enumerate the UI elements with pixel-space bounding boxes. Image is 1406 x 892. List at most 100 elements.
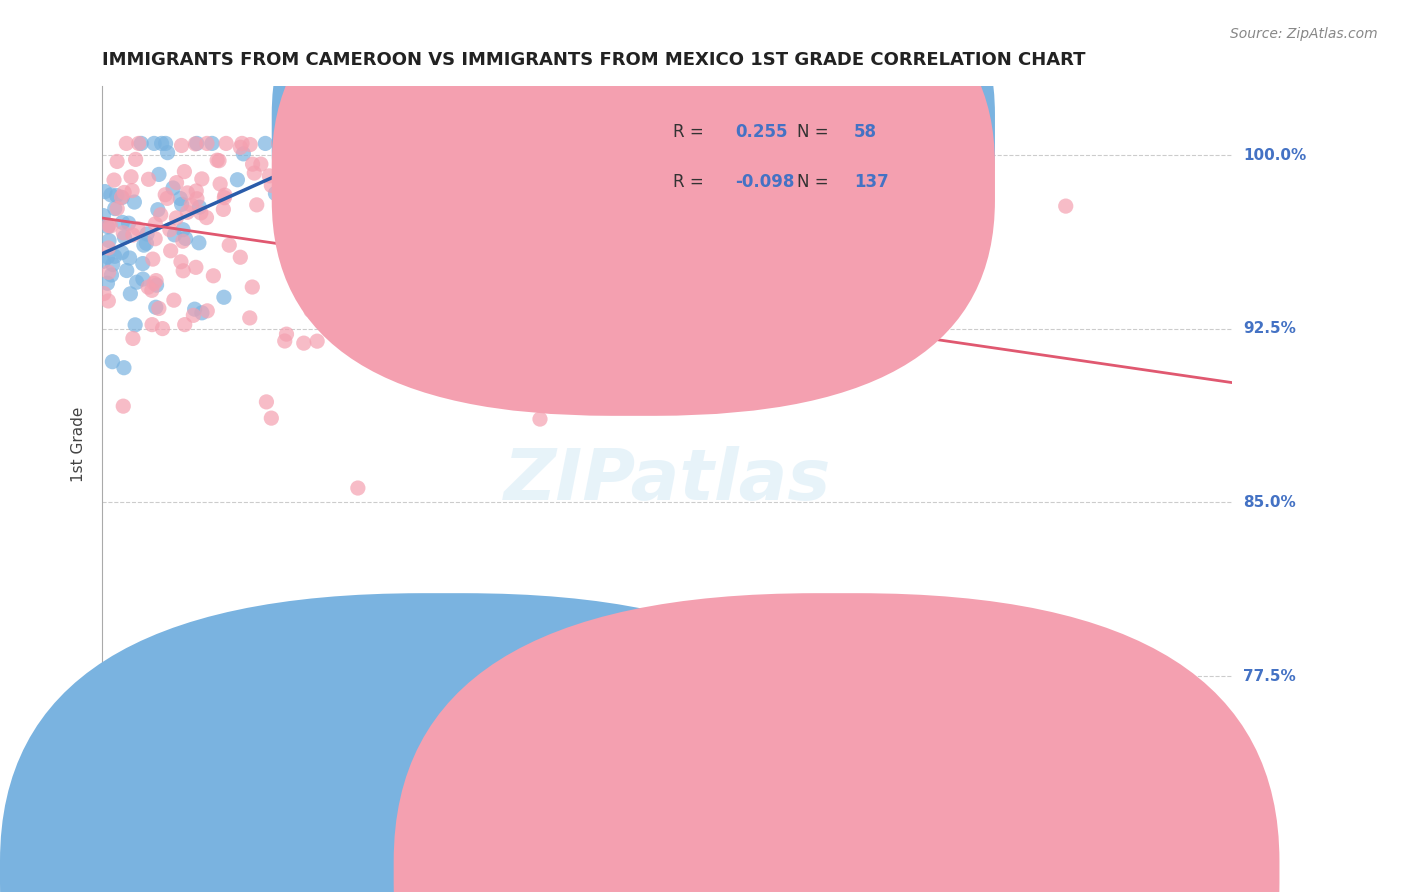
Text: 85.0%: 85.0% [1243, 495, 1296, 510]
Immigrants from Mexico [156, 191, 179, 205]
Immigrants from Cameroon [146, 202, 169, 217]
Immigrants from Mexico [270, 136, 292, 151]
Immigrants from Mexico [202, 268, 225, 283]
Immigrants from Cameroon [186, 136, 208, 151]
Immigrants from Mexico [97, 293, 120, 308]
Immigrants from Mexico [195, 303, 218, 318]
Immigrants from Mexico [183, 309, 205, 323]
Text: 77.5%: 77.5% [1243, 669, 1296, 683]
Immigrants from Mexico [353, 272, 375, 286]
Immigrants from Mexico [344, 311, 367, 326]
Immigrants from Mexico [159, 244, 181, 258]
Immigrants from Cameroon [212, 290, 235, 304]
Immigrants from Cameroon [105, 188, 128, 202]
Text: Immigrants from Cameroon: Immigrants from Cameroon [478, 865, 690, 880]
Immigrants from Mexico [240, 280, 263, 294]
Immigrants from Cameroon [163, 227, 186, 242]
Immigrants from Mexico [215, 136, 238, 151]
Immigrants from Cameroon [117, 216, 139, 230]
Immigrants from Cameroon [115, 263, 138, 277]
Immigrants from Mexico [231, 136, 253, 151]
Text: 92.5%: 92.5% [1243, 321, 1296, 336]
Immigrants from Mexico [229, 250, 252, 264]
Immigrants from Mexico [239, 310, 262, 325]
Immigrants from Mexico [299, 303, 322, 318]
Immigrants from Mexico [291, 248, 314, 262]
Immigrants from Mexico [191, 172, 214, 186]
Immigrants from Mexico [292, 336, 315, 351]
Immigrants from Mexico [267, 136, 290, 151]
Immigrants from Mexico [97, 241, 120, 255]
Immigrants from Mexico [172, 234, 194, 248]
Immigrants from Mexico [190, 206, 212, 220]
Immigrants from Mexico [143, 277, 166, 291]
Immigrants from Cameroon [150, 136, 173, 151]
Immigrants from Cameroon [145, 300, 167, 314]
Immigrants from Cameroon [97, 250, 120, 264]
Immigrants from Mexico [401, 204, 423, 219]
Immigrants from Cameroon [136, 227, 159, 241]
Immigrants from Mexico [510, 298, 533, 312]
Immigrants from Cameroon [191, 306, 214, 320]
Immigrants from Mexico [136, 280, 159, 294]
Immigrants from Mexico [143, 217, 166, 231]
Immigrants from Cameroon [264, 186, 287, 201]
Immigrants from Mexico [370, 221, 392, 235]
Immigrants from Mexico [208, 153, 231, 168]
Immigrants from Cameroon [339, 136, 361, 151]
Immigrants from Cameroon [98, 234, 121, 248]
Text: 100.0%: 100.0% [1243, 147, 1306, 162]
Immigrants from Cameroon [125, 275, 148, 289]
Immigrants from Mexico [243, 166, 266, 180]
Immigrants from Mexico [212, 202, 235, 217]
Immigrants from Mexico [326, 227, 349, 241]
Immigrants from Mexico [508, 136, 530, 151]
Immigrants from Mexico [152, 321, 174, 335]
Immigrants from Mexico [172, 264, 194, 278]
Immigrants from Mexico [657, 657, 679, 672]
Immigrants from Mexico [347, 481, 370, 495]
Immigrants from Mexico [297, 291, 319, 305]
Immigrants from Cameroon [120, 286, 142, 301]
Immigrants from Mexico [679, 723, 702, 737]
Immigrants from Mexico [142, 252, 165, 266]
Immigrants from Cameroon [188, 200, 211, 214]
Immigrants from Mexico [276, 327, 298, 342]
Immigrants from Cameroon [100, 187, 122, 202]
Immigrants from Mexico [173, 318, 195, 332]
Immigrants from Cameroon [97, 219, 120, 234]
Immigrants from Mexico [93, 286, 115, 301]
Immigrants from Mexico [105, 202, 128, 216]
Immigrants from Cameroon [145, 278, 167, 293]
Immigrants from Mexico [120, 169, 142, 184]
Immigrants from Mexico [100, 219, 122, 233]
Immigrants from Cameroon [174, 231, 197, 245]
Immigrants from Mexico [250, 157, 273, 171]
Immigrants from Mexico [583, 273, 606, 287]
Text: Source: ZipAtlas.com: Source: ZipAtlas.com [1230, 27, 1378, 41]
Text: Immigrants from Mexico: Immigrants from Mexico [872, 865, 1059, 880]
Immigrants from Mexico [176, 205, 198, 219]
Immigrants from Cameroon [104, 249, 127, 263]
Immigrants from Cameroon [132, 238, 155, 252]
Immigrants from Mexico [180, 198, 202, 212]
Text: ZIPatlas: ZIPatlas [503, 446, 831, 515]
Immigrants from Mexico [141, 283, 163, 297]
Immigrants from Mexico [422, 220, 444, 235]
Immigrants from Mexico [110, 190, 132, 204]
Immigrants from Mexico [195, 211, 218, 225]
Immigrants from Mexico [163, 293, 186, 308]
Immigrants from Cameroon [118, 251, 141, 265]
Immigrants from Mexico [311, 240, 333, 254]
Text: N =: N = [797, 173, 834, 192]
Immigrants from Mexico [195, 136, 218, 151]
Immigrants from Mexico [165, 211, 187, 225]
Text: N =: N = [797, 123, 834, 141]
Immigrants from Mexico [387, 136, 409, 151]
Immigrants from Cameroon [94, 185, 117, 199]
Text: 100.0%: 100.0% [1168, 826, 1232, 841]
Immigrants from Mexico [307, 334, 329, 348]
Immigrants from Cameroon [135, 236, 157, 251]
Immigrants from Cameroon [143, 136, 166, 151]
Y-axis label: 1st Grade: 1st Grade [72, 407, 86, 483]
